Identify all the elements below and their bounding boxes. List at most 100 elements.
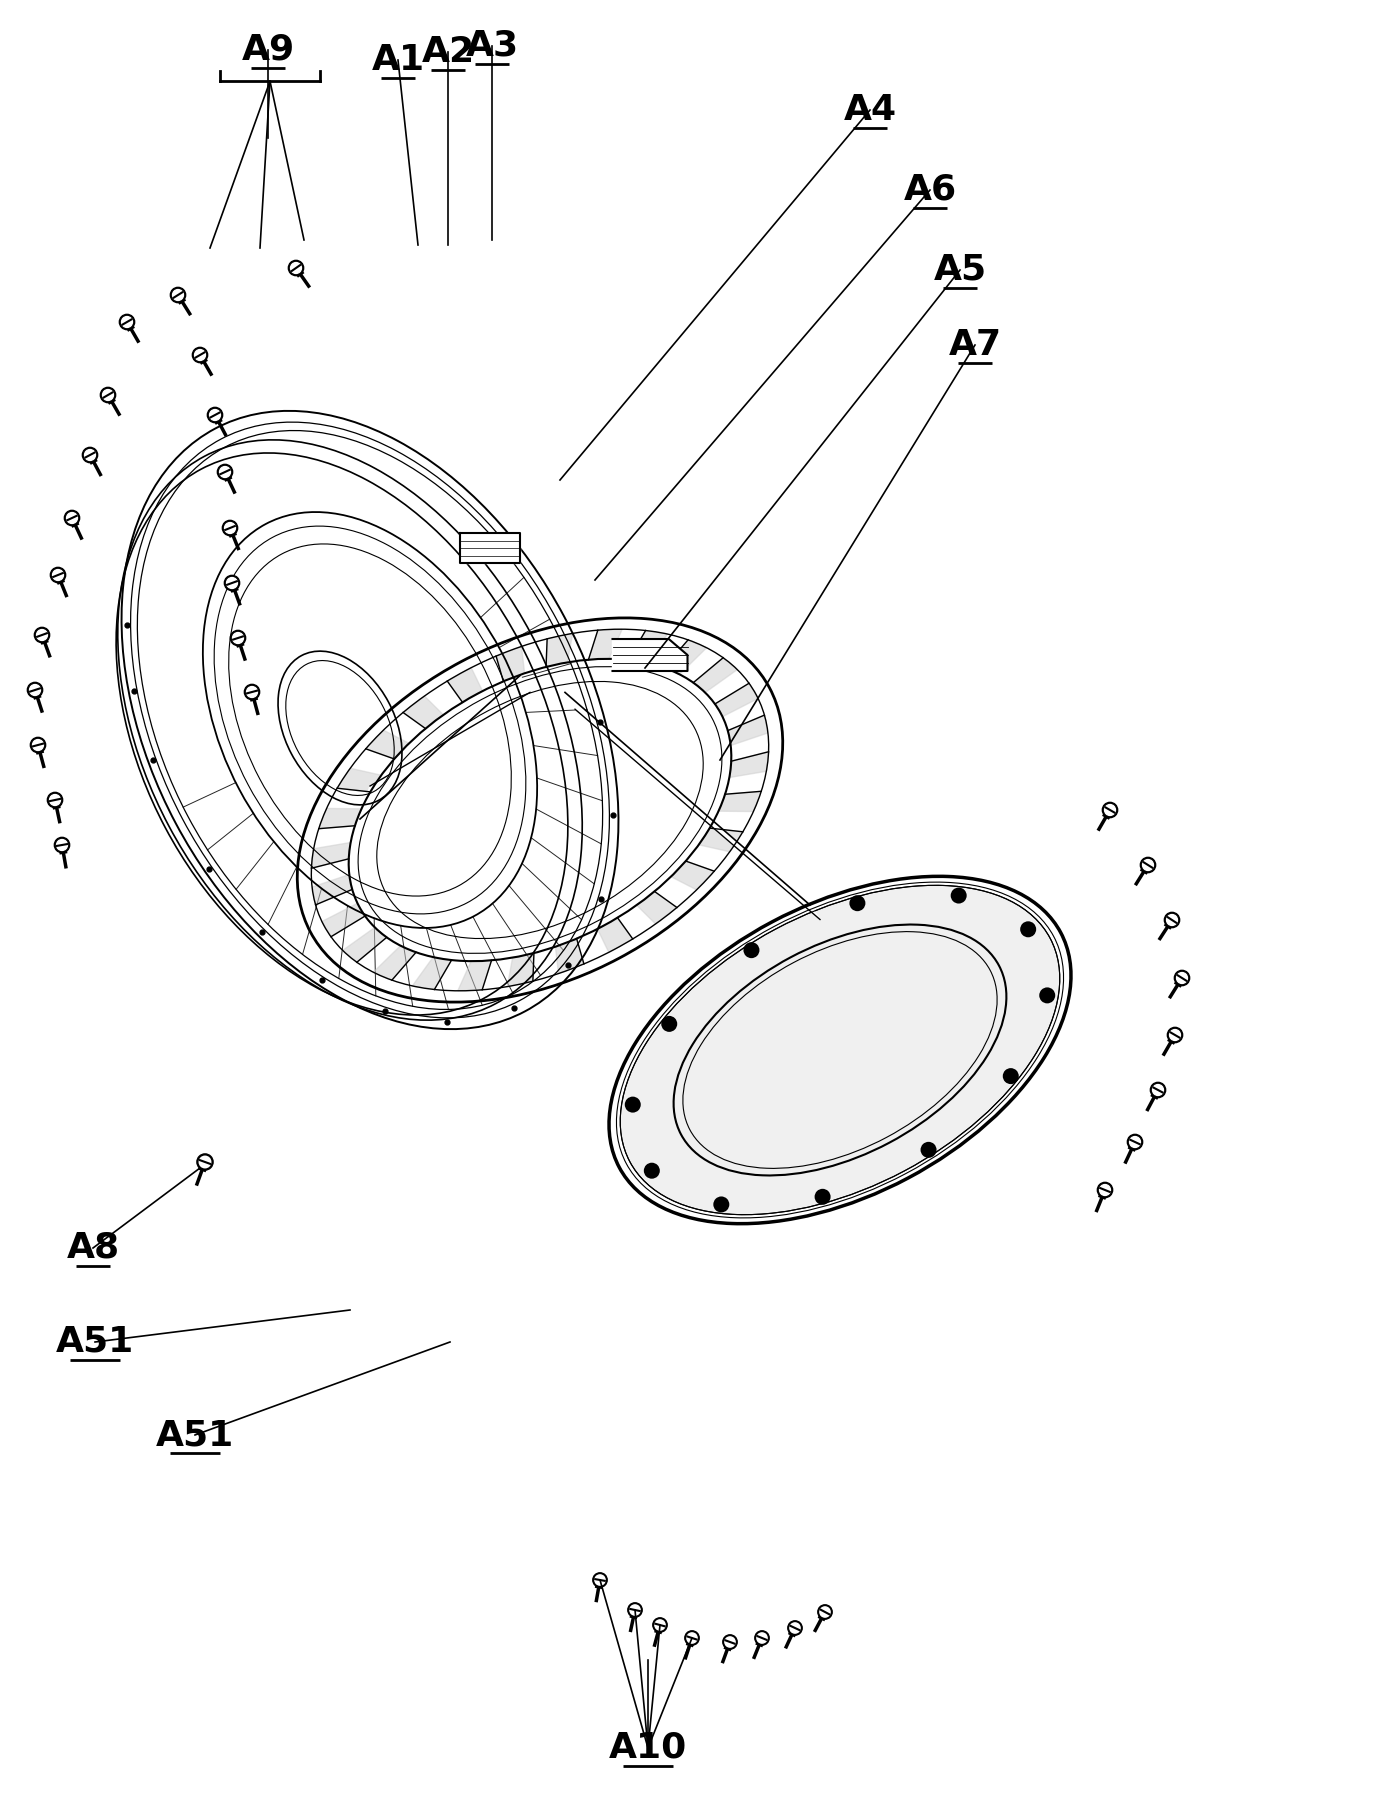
Polygon shape	[403, 697, 443, 729]
Polygon shape	[716, 684, 758, 716]
Circle shape	[224, 522, 235, 533]
Circle shape	[246, 686, 257, 697]
Text: A51: A51	[156, 1418, 234, 1453]
Text: A4: A4	[843, 94, 897, 128]
Circle shape	[33, 740, 43, 751]
Circle shape	[1039, 988, 1055, 1003]
Circle shape	[223, 520, 238, 536]
Circle shape	[850, 895, 865, 911]
Polygon shape	[311, 842, 350, 868]
Circle shape	[790, 1624, 800, 1633]
Circle shape	[197, 1154, 213, 1170]
Circle shape	[630, 1606, 641, 1615]
Circle shape	[50, 794, 61, 805]
Circle shape	[245, 684, 260, 700]
Circle shape	[53, 569, 64, 580]
Circle shape	[199, 1156, 210, 1168]
Polygon shape	[360, 675, 530, 819]
Circle shape	[1150, 1082, 1165, 1098]
Circle shape	[653, 1618, 667, 1633]
Text: A7: A7	[948, 328, 1002, 362]
Polygon shape	[588, 630, 623, 659]
Circle shape	[224, 576, 239, 590]
Circle shape	[50, 567, 65, 583]
Circle shape	[36, 630, 47, 641]
Circle shape	[220, 466, 231, 477]
Polygon shape	[365, 731, 410, 760]
Circle shape	[655, 1620, 666, 1631]
Circle shape	[685, 1631, 699, 1645]
Polygon shape	[412, 958, 451, 990]
Circle shape	[57, 839, 68, 850]
Circle shape	[592, 1573, 608, 1588]
Circle shape	[227, 578, 238, 589]
Circle shape	[722, 1634, 738, 1649]
Circle shape	[624, 1096, 641, 1112]
Circle shape	[1175, 970, 1190, 986]
Circle shape	[1169, 1030, 1181, 1040]
Polygon shape	[718, 792, 761, 812]
Polygon shape	[459, 533, 520, 563]
Text: A10: A10	[609, 1732, 686, 1766]
Polygon shape	[322, 904, 365, 936]
Circle shape	[1167, 914, 1178, 925]
Circle shape	[35, 628, 50, 643]
Circle shape	[84, 450, 95, 461]
Circle shape	[1104, 805, 1116, 815]
Circle shape	[195, 349, 205, 360]
Circle shape	[725, 1636, 735, 1647]
Circle shape	[754, 1631, 770, 1645]
Polygon shape	[729, 752, 768, 778]
Ellipse shape	[620, 886, 1060, 1215]
Polygon shape	[598, 918, 632, 952]
Circle shape	[230, 630, 245, 646]
Polygon shape	[318, 808, 361, 828]
Polygon shape	[447, 668, 483, 702]
Circle shape	[951, 887, 966, 904]
Polygon shape	[508, 952, 534, 986]
Text: A2: A2	[422, 34, 475, 68]
Circle shape	[192, 347, 208, 362]
Circle shape	[102, 389, 113, 400]
Circle shape	[815, 1188, 830, 1204]
Circle shape	[595, 1575, 605, 1586]
Circle shape	[288, 261, 303, 275]
Circle shape	[1153, 1085, 1164, 1096]
Polygon shape	[628, 630, 667, 662]
Circle shape	[818, 1606, 832, 1620]
Circle shape	[713, 1197, 729, 1213]
Circle shape	[28, 682, 43, 698]
Circle shape	[757, 1633, 767, 1643]
Circle shape	[1128, 1134, 1143, 1150]
Polygon shape	[495, 646, 525, 682]
Circle shape	[1003, 1067, 1019, 1084]
Text: A6: A6	[904, 173, 956, 207]
Polygon shape	[374, 945, 417, 981]
Circle shape	[1020, 922, 1037, 938]
Circle shape	[233, 632, 244, 643]
Circle shape	[662, 1015, 677, 1031]
Circle shape	[1129, 1136, 1140, 1147]
Circle shape	[217, 464, 233, 479]
Circle shape	[122, 317, 133, 328]
Circle shape	[47, 792, 62, 808]
Circle shape	[101, 387, 116, 403]
Polygon shape	[311, 875, 352, 905]
Circle shape	[64, 511, 80, 526]
Circle shape	[787, 1620, 803, 1634]
Circle shape	[83, 448, 98, 463]
Circle shape	[173, 290, 184, 301]
Polygon shape	[458, 961, 491, 990]
Text: A3: A3	[465, 29, 519, 63]
Polygon shape	[343, 927, 386, 963]
Circle shape	[1167, 1028, 1183, 1042]
Circle shape	[1099, 1184, 1110, 1195]
Circle shape	[209, 410, 220, 421]
Circle shape	[686, 1633, 698, 1643]
Text: A5: A5	[933, 254, 987, 286]
Circle shape	[170, 288, 185, 302]
Circle shape	[1140, 857, 1156, 873]
Text: A51: A51	[55, 1325, 134, 1359]
Circle shape	[54, 837, 69, 853]
Polygon shape	[693, 657, 738, 693]
